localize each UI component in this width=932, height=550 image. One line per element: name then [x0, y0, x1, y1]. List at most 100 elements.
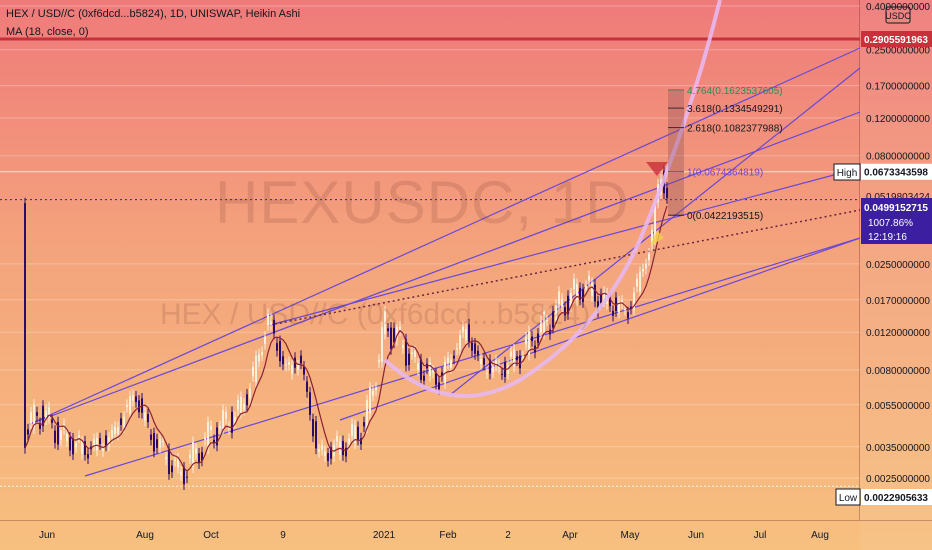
- candle-body: [183, 467, 185, 485]
- x-tick-label: 2: [505, 530, 511, 541]
- candle-body: [342, 440, 344, 456]
- candle-body: [168, 448, 170, 475]
- fib-level-label: 4.764(0.1623537605): [687, 86, 783, 97]
- candle-body: [441, 372, 443, 376]
- low-tag: Low: [839, 493, 858, 504]
- candle-body: [564, 306, 566, 316]
- trendline: [29, 47, 861, 425]
- candle-body: [216, 427, 218, 446]
- candle-body: [627, 312, 629, 319]
- candle-body: [570, 293, 572, 307]
- chart-title[interactable]: HEX / USD//C (0xf6dcd...b5824), 1D, UNIS…: [6, 8, 301, 20]
- candle-body: [108, 437, 110, 446]
- candle-body: [372, 390, 374, 396]
- y-tick-label: 0.0170000000: [866, 296, 930, 307]
- x-tick-label: Oct: [203, 530, 219, 541]
- x-axis-ticks: Jun Aug Oct 9 2021 Feb 2 Apr May Jun Jul Aug: [39, 530, 829, 541]
- low-tag-bg: [835, 488, 861, 506]
- candle-body: [75, 443, 77, 448]
- candle-body: [51, 419, 53, 423]
- candle-body: [120, 418, 122, 425]
- candle-body: [318, 449, 320, 452]
- candle-body: [237, 400, 239, 411]
- candle-body: [429, 362, 431, 376]
- candle-body: [396, 327, 398, 340]
- ma-legend[interactable]: MA (18, close, 0): [6, 26, 89, 38]
- candle-body: [369, 387, 371, 414]
- candle-body: [621, 300, 623, 304]
- candle-body: [33, 404, 35, 429]
- ma-line: [24, 205, 668, 472]
- candle-body: [303, 366, 305, 375]
- candle-body: [357, 426, 359, 440]
- candle-body: [507, 365, 509, 374]
- x-tick-label: 9: [280, 530, 286, 541]
- candle-body: [351, 423, 353, 437]
- candle-body: [447, 357, 449, 364]
- candle-body: [561, 298, 563, 307]
- candle-body: [177, 458, 179, 468]
- candle-body: [474, 343, 476, 354]
- candle-body: [519, 355, 521, 369]
- candle-body: [381, 327, 383, 362]
- candle-body: [285, 364, 287, 366]
- candle-body: [204, 437, 206, 440]
- candle-body: [60, 430, 62, 440]
- x-tick-label: Feb: [439, 530, 457, 541]
- candle-body: [462, 326, 464, 333]
- fib-level-label: 1(0.0674364819): [687, 168, 763, 179]
- candle-body: [186, 476, 188, 478]
- y-tick-label: 0.2500000000: [866, 46, 930, 57]
- candle-body: [558, 291, 560, 308]
- candle-body: [198, 453, 200, 464]
- candle-body: [42, 405, 44, 427]
- candle-body: [54, 430, 56, 443]
- candle-body: [147, 413, 149, 423]
- candle-body: [633, 292, 635, 310]
- candle-body: [540, 321, 542, 333]
- candle-body: [588, 275, 590, 281]
- candle-body: [480, 358, 482, 365]
- candle-body: [36, 412, 38, 416]
- candle-body: [378, 359, 380, 363]
- candle-body: [537, 333, 539, 343]
- countdown: 12:19:16: [868, 232, 907, 243]
- price-tags: USDC 0.2905591963 High 0.0673343598 0.051980…: [833, 6, 932, 506]
- candle-body: [609, 297, 611, 307]
- candle-body: [618, 301, 620, 313]
- x-tick-label: Jun: [688, 530, 704, 541]
- candle-body: [489, 359, 491, 374]
- candle-body: [543, 311, 545, 333]
- trendline: [269, 167, 861, 326]
- x-tick-label: Apr: [562, 530, 578, 541]
- candle-body: [387, 328, 389, 332]
- x-tick-label: Jun: [39, 530, 55, 541]
- candle-body: [174, 459, 176, 461]
- candle-body: [243, 403, 245, 410]
- candle-body: [234, 416, 236, 424]
- candle-body: [393, 328, 395, 343]
- candle-body: [600, 293, 602, 304]
- candle-body: [27, 429, 29, 435]
- candle-body: [336, 435, 338, 442]
- candle-body: [399, 326, 401, 331]
- candle-body: [231, 411, 233, 433]
- candle-body: [651, 229, 653, 246]
- y-tick-label: 0.0120000000: [866, 328, 930, 339]
- candle-body: [582, 289, 584, 303]
- y-tick-label: 0.0080000000: [866, 366, 930, 377]
- candle-body: [654, 203, 656, 239]
- top-arrow-marker: [646, 162, 668, 176]
- candle-body: [531, 336, 533, 342]
- candle-body: [96, 437, 98, 451]
- candle-body: [375, 387, 377, 390]
- candle-body: [603, 291, 605, 301]
- candle-body: [213, 439, 215, 443]
- candle-body: [591, 282, 593, 297]
- candle-body: [417, 363, 419, 370]
- candle-body: [144, 412, 146, 421]
- candle-body: [471, 342, 473, 351]
- candle-body: [291, 365, 293, 374]
